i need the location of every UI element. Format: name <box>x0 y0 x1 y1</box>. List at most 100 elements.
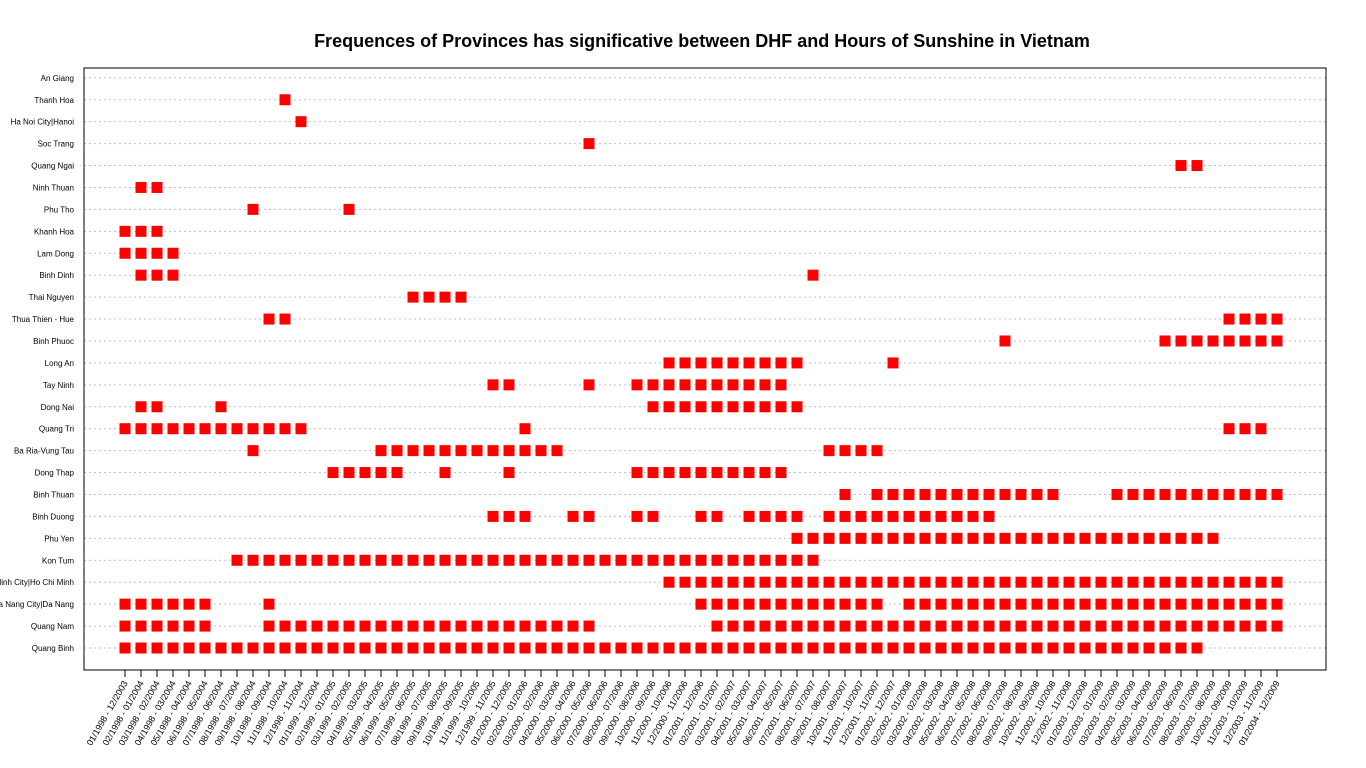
data-point <box>839 576 851 588</box>
data-point <box>775 576 787 588</box>
data-point <box>695 554 707 566</box>
data-point <box>711 357 723 369</box>
data-point <box>775 379 787 391</box>
data-point <box>759 620 771 632</box>
data-point <box>823 532 835 544</box>
data-point <box>1207 620 1219 632</box>
data-point <box>247 642 259 654</box>
data-point <box>567 510 579 522</box>
data-point <box>1079 642 1091 654</box>
data-point <box>455 554 467 566</box>
data-point <box>727 379 739 391</box>
data-point <box>263 642 275 654</box>
data-point <box>791 401 803 413</box>
data-point <box>1015 576 1027 588</box>
data-point <box>679 467 691 479</box>
data-point <box>679 379 691 391</box>
y-tick-label: Phu Yen <box>44 534 74 543</box>
data-point <box>119 620 131 632</box>
y-tick-label: Binh Dinh <box>39 271 74 280</box>
data-point <box>1079 620 1091 632</box>
data-point <box>1175 335 1187 347</box>
data-point <box>855 445 867 457</box>
y-tick-label: Khanh Hoa <box>34 227 75 236</box>
data-point <box>663 379 675 391</box>
data-point <box>1015 598 1027 610</box>
data-point <box>1239 313 1251 325</box>
data-point <box>1239 576 1251 588</box>
data-point <box>855 642 867 654</box>
data-point <box>151 598 163 610</box>
data-point <box>151 181 163 193</box>
data-point <box>743 620 755 632</box>
data-point <box>871 598 883 610</box>
data-point <box>743 598 755 610</box>
data-point <box>727 576 739 588</box>
data-point <box>743 379 755 391</box>
data-point <box>247 203 259 215</box>
data-point <box>279 554 291 566</box>
data-point <box>551 642 563 654</box>
data-point <box>1223 488 1235 500</box>
data-point <box>1047 488 1059 500</box>
data-point <box>439 620 451 632</box>
data-point <box>407 291 419 303</box>
data-point <box>471 445 483 457</box>
data-point <box>807 269 819 281</box>
data-point <box>695 467 707 479</box>
data-point <box>167 423 179 435</box>
data-point <box>1271 598 1283 610</box>
data-point <box>711 510 723 522</box>
data-point <box>1223 576 1235 588</box>
data-point <box>599 554 611 566</box>
y-tick-label: Ninh Thuan <box>33 183 74 192</box>
data-point <box>1159 642 1171 654</box>
data-point <box>1207 576 1219 588</box>
data-point <box>487 510 499 522</box>
data-point <box>919 576 931 588</box>
data-point <box>1175 532 1187 544</box>
data-point <box>1191 532 1203 544</box>
data-point <box>791 532 803 544</box>
data-point <box>1127 532 1139 544</box>
data-point <box>1127 598 1139 610</box>
data-point <box>503 554 515 566</box>
data-point <box>263 313 275 325</box>
data-point <box>1063 576 1075 588</box>
data-point <box>823 510 835 522</box>
data-point <box>1223 598 1235 610</box>
data-point <box>903 532 915 544</box>
data-point <box>695 401 707 413</box>
data-point <box>423 642 435 654</box>
data-point <box>823 620 835 632</box>
data-point <box>151 269 163 281</box>
data-point <box>487 445 499 457</box>
data-point <box>455 620 467 632</box>
data-point <box>231 642 243 654</box>
data-point <box>519 620 531 632</box>
data-point <box>791 620 803 632</box>
data-point <box>743 510 755 522</box>
data-point <box>231 554 243 566</box>
data-point <box>1079 576 1091 588</box>
data-point <box>1015 620 1027 632</box>
data-point <box>711 642 723 654</box>
data-point <box>535 445 547 457</box>
data-point <box>167 269 179 281</box>
data-point <box>1223 620 1235 632</box>
data-point <box>839 488 851 500</box>
data-point <box>135 247 147 259</box>
data-point <box>503 445 515 457</box>
data-point <box>999 488 1011 500</box>
data-point <box>391 554 403 566</box>
data-point <box>135 269 147 281</box>
data-point <box>1015 642 1027 654</box>
y-tick-label: Tay Ninh <box>43 381 74 390</box>
data-point <box>471 620 483 632</box>
data-point <box>1095 620 1107 632</box>
data-point <box>951 532 963 544</box>
data-point <box>1031 620 1043 632</box>
data-point <box>887 532 899 544</box>
data-point <box>423 445 435 457</box>
data-point <box>567 642 579 654</box>
